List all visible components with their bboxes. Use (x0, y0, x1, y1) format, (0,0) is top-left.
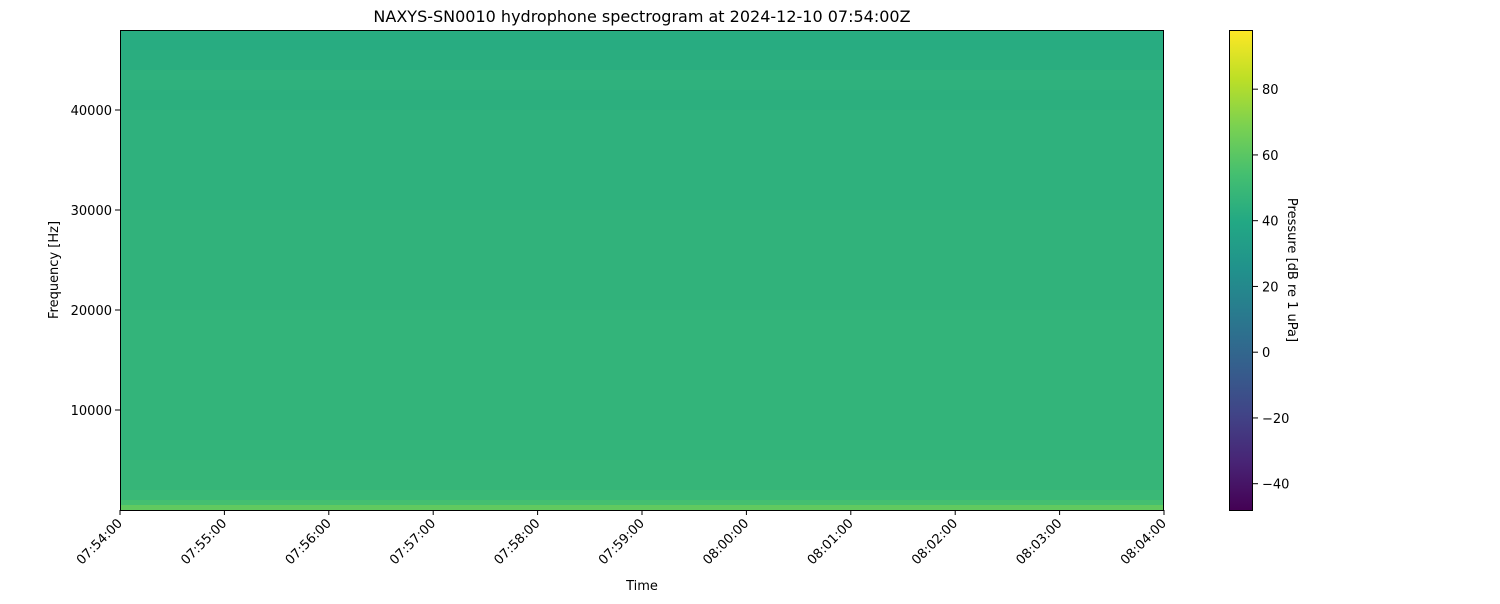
x-tick-label: 08:03:00 (1014, 516, 1066, 568)
heatmap-band (120, 30, 1164, 50)
x-tick-label: 07:58:00 (492, 516, 544, 568)
heatmap-band (120, 110, 1164, 210)
heatmap-band (120, 500, 1164, 505)
x-tick-label: 08:02:00 (909, 516, 961, 568)
colorbar-axis: −40 −20 0 20 40 60 80 (1253, 83, 1289, 493)
heatmap-band (120, 490, 1164, 500)
colorbar (1229, 30, 1253, 511)
x-tick-label: 07:56:00 (283, 516, 335, 568)
heatmap-band (120, 70, 1164, 90)
heatmap-area (120, 30, 1164, 510)
y-tick-label: 30000 (71, 204, 112, 219)
x-tick-label: 07:59:00 (596, 516, 648, 568)
heatmap-band (120, 460, 1164, 490)
x-tick-label: 07:55:00 (178, 516, 230, 568)
y-tick-label: 20000 (71, 304, 112, 319)
heatmap-band (120, 310, 1164, 410)
x-tick-label: 08:04:00 (1118, 516, 1170, 568)
colorbar-tick-label: 40 (1262, 215, 1279, 230)
chart-title: NAXYS-SN0010 hydrophone spectrogram at 2… (373, 7, 910, 26)
colorbar-tick-label: 60 (1262, 149, 1279, 164)
heatmap-band (120, 410, 1164, 460)
colorbar-tick-label: −40 (1262, 478, 1289, 493)
colorbar-tick-label: 20 (1262, 280, 1279, 295)
x-axis: 07:54:00 07:55:00 07:56:00 07:57:00 07:58:00… (74, 510, 1170, 568)
colorbar-tick-label: −20 (1262, 412, 1289, 427)
y-tick-label: 10000 (71, 404, 112, 419)
y-axis-label: Frequency [Hz] (47, 221, 62, 319)
colorbar-tick-label: 0 (1262, 346, 1270, 361)
x-tick-label: 08:01:00 (805, 516, 857, 568)
colorbar-tick-label: 80 (1262, 83, 1279, 98)
x-axis-label: Time (625, 579, 658, 594)
heatmap-band (120, 90, 1164, 110)
x-tick-label: 07:54:00 (74, 516, 126, 568)
heatmap-band (120, 50, 1164, 70)
heatmap-band (120, 210, 1164, 310)
x-tick-label: 08:00:00 (700, 516, 752, 568)
colorbar-label: Pressure [dB re 1 uPa] (1284, 198, 1299, 342)
y-tick-label: 40000 (71, 104, 112, 119)
y-axis: 10000 20000 30000 40000 (71, 104, 120, 419)
x-tick-label: 07:57:00 (387, 516, 439, 568)
heatmap-band (120, 505, 1164, 510)
